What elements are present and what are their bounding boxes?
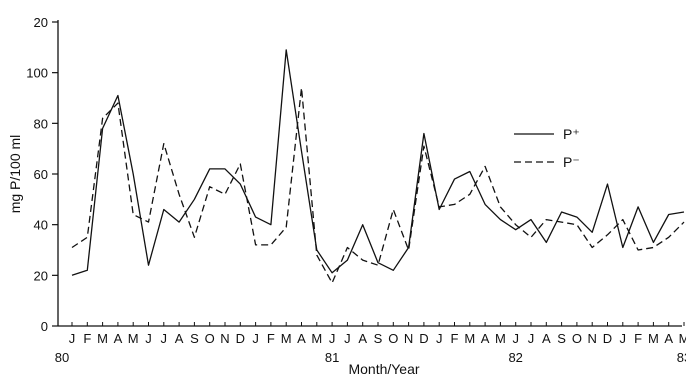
x-tick-label: N bbox=[404, 331, 413, 346]
x-tick-label: D bbox=[236, 331, 245, 346]
series-layer bbox=[71, 49, 685, 284]
x-tick-label: A bbox=[114, 331, 123, 346]
x-tick-label: J bbox=[512, 331, 519, 346]
x-tick-label: J bbox=[145, 331, 152, 346]
x-tick-label: M bbox=[311, 331, 322, 346]
x-tick-label: N bbox=[588, 331, 597, 346]
x-tick-label: J bbox=[528, 331, 535, 346]
y-tick-label: 100 bbox=[26, 66, 48, 81]
x-tick-label: F bbox=[83, 331, 91, 346]
x-tick-label: O bbox=[572, 331, 582, 346]
series-line-p-minus bbox=[71, 87, 685, 284]
x-tick-label: M bbox=[679, 331, 686, 346]
x-tick-label: F bbox=[267, 331, 275, 346]
x-tick-label: J bbox=[344, 331, 351, 346]
x-tick-label: O bbox=[205, 331, 215, 346]
year-label: 82 bbox=[508, 350, 522, 365]
legend: P⁺ P⁻ bbox=[514, 126, 580, 170]
x-tick-label: S bbox=[374, 331, 383, 346]
y-tick-label: 60 bbox=[34, 167, 48, 182]
x-tick-label: A bbox=[358, 331, 367, 346]
x-tick-label: F bbox=[634, 331, 642, 346]
x-tick-label: M bbox=[97, 331, 108, 346]
x-axis-title: Month/Year bbox=[348, 361, 419, 377]
x-tick-label: D bbox=[419, 331, 428, 346]
x-tick-label: J bbox=[329, 331, 336, 346]
x-tick-label: D bbox=[603, 331, 612, 346]
x-tick-label: A bbox=[297, 331, 306, 346]
year-label: 81 bbox=[325, 350, 339, 365]
y-axis-ticks: 0 20 40 60 80 100 20 bbox=[26, 15, 58, 334]
year-label: 83 bbox=[677, 350, 686, 365]
y-axis-title: mg P/100 ml bbox=[7, 135, 23, 214]
x-tick-label: S bbox=[557, 331, 566, 346]
legend-label-p-minus: P⁻ bbox=[563, 154, 580, 170]
x-tick-label: M bbox=[464, 331, 475, 346]
x-tick-label: N bbox=[220, 331, 229, 346]
x-tick-label: M bbox=[128, 331, 139, 346]
year-label: 80 bbox=[55, 350, 69, 365]
x-tick-label: J bbox=[436, 331, 443, 346]
x-tick-label: J bbox=[69, 331, 76, 346]
legend-label-p-plus: P⁺ bbox=[563, 126, 580, 142]
x-tick-label: A bbox=[481, 331, 490, 346]
y-tick-label: 20 bbox=[34, 15, 48, 30]
x-tick-label: F bbox=[451, 331, 459, 346]
y-tick-label: 40 bbox=[34, 218, 48, 233]
x-tick-label: M bbox=[648, 331, 659, 346]
x-tick-label: A bbox=[542, 331, 551, 346]
x-tick-label: O bbox=[388, 331, 398, 346]
y-tick-label: 0 bbox=[41, 319, 48, 334]
x-tick-label: M bbox=[281, 331, 292, 346]
series-line-p-plus bbox=[71, 49, 685, 276]
x-tick-label: A bbox=[664, 331, 673, 346]
y-tick-label: 80 bbox=[34, 116, 48, 131]
x-tick-label: M bbox=[495, 331, 506, 346]
x-tick-label: S bbox=[190, 331, 199, 346]
x-tick-label: J bbox=[161, 331, 168, 346]
x-tick-label: J bbox=[252, 331, 259, 346]
y-tick-label: 20 bbox=[34, 268, 48, 283]
x-tick-label: J bbox=[620, 331, 627, 346]
x-tick-label: A bbox=[175, 331, 184, 346]
